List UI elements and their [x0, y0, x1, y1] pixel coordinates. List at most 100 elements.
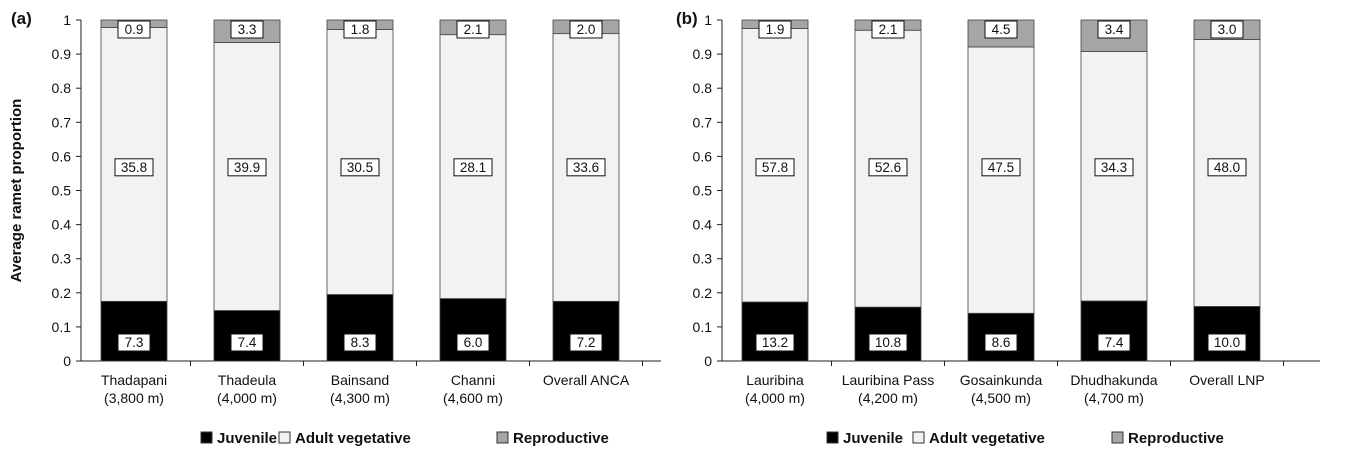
data-label-reproductive: 0.9: [125, 22, 144, 37]
data-label-reproductive: 3.0: [1218, 22, 1237, 37]
x-tick-label: Thadapani: [101, 372, 167, 388]
data-label-box: [566, 158, 606, 177]
data-label-reproductive: 3.3: [238, 22, 257, 37]
bar-segment-juvenile: [1080, 300, 1148, 362]
bar-segment-adult_vegetative: [213, 42, 281, 311]
data-label-adult_vegetative: 34.3: [1101, 160, 1127, 175]
y-tick-label: 0.4: [693, 217, 713, 233]
data-label-reproductive: 3.4: [1105, 22, 1124, 37]
legend-swatch-reproductive: [1111, 431, 1124, 444]
x-tick-label: Overall LNP: [1189, 372, 1264, 388]
x-tick-label: Channi: [451, 372, 495, 388]
y-tick-label: 0.1: [693, 319, 713, 335]
data-label-juvenile: 13.2: [762, 335, 788, 350]
data-label-box: [755, 333, 795, 352]
data-label-juvenile: 10.0: [1214, 335, 1240, 350]
data-label-box: [1097, 20, 1131, 39]
data-label-adult_vegetative: 48.0: [1214, 160, 1240, 175]
data-label-box: [456, 333, 490, 352]
y-tick-label: 0.8: [52, 80, 72, 96]
y-tick-label: 0.5: [693, 183, 713, 199]
y-axis-title: Average ramet proportion: [8, 99, 25, 283]
data-label-box: [984, 333, 1018, 352]
legend-label-reproductive: Reproductive: [1128, 430, 1224, 447]
bar-segment-juvenile: [552, 300, 620, 362]
y-tick-label: 0.7: [693, 114, 713, 130]
data-label-juvenile: 8.3: [351, 335, 370, 350]
data-label-box: [230, 333, 264, 352]
y-tick-label: 0.8: [693, 80, 713, 96]
x-tick-sublabel: (4,300 m): [330, 390, 390, 406]
panel-label: (a): [11, 9, 32, 28]
data-label-box: [1094, 158, 1134, 177]
legend-swatch-juvenile: [200, 431, 213, 444]
y-tick-label: 0.2: [52, 285, 72, 301]
y-tick-label: 0.4: [52, 217, 72, 233]
data-label-box: [227, 158, 267, 177]
data-label-box: [1210, 20, 1244, 39]
legend-label-juvenile: Juvenile: [843, 430, 903, 447]
y-tick-label: 0.3: [693, 251, 713, 267]
x-tick-label: Lauribina: [746, 372, 804, 388]
x-tick-sublabel: (3,800 m): [104, 390, 164, 406]
x-tick-label: Thadeula: [218, 372, 277, 388]
data-label-box: [343, 20, 377, 39]
data-label-box: [340, 158, 380, 177]
y-tick-label: 0.3: [52, 251, 72, 267]
y-tick-label: 0: [704, 353, 712, 369]
y-tick-label: 0.2: [693, 285, 713, 301]
data-label-box: [981, 158, 1021, 177]
data-label-juvenile: 8.6: [992, 335, 1011, 350]
data-label-box: [868, 333, 908, 352]
x-tick-label: Overall ANCA: [543, 372, 630, 388]
data-label-reproductive: 1.9: [766, 22, 785, 37]
data-label-juvenile: 7.3: [125, 335, 144, 350]
data-label-box: [871, 20, 905, 39]
data-label-reproductive: 4.5: [992, 22, 1011, 37]
data-label-juvenile: 7.2: [577, 335, 596, 350]
data-label-reproductive: 2.0: [577, 22, 596, 37]
panel-label: (b): [676, 9, 698, 28]
data-label-adult_vegetative: 35.8: [121, 160, 147, 175]
data-label-box: [456, 20, 490, 39]
x-tick-label: Lauribina Pass: [842, 372, 935, 388]
legend-label-juvenile: Juvenile: [217, 430, 277, 447]
legend-label-reproductive: Reproductive: [513, 430, 609, 447]
data-label-box: [755, 158, 795, 177]
y-tick-label: 0.7: [52, 114, 72, 130]
data-label-box: [984, 20, 1018, 39]
data-label-reproductive: 2.1: [879, 22, 898, 37]
y-tick-label: 1: [63, 12, 71, 28]
data-label-adult_vegetative: 52.6: [875, 160, 901, 175]
x-tick-sublabel: (4,700 m): [1084, 390, 1144, 406]
data-label-box: [230, 20, 264, 39]
bar-segment-adult_vegetative: [967, 46, 1035, 314]
data-label-adult_vegetative: 39.9: [234, 160, 260, 175]
data-label-adult_vegetative: 57.8: [762, 160, 788, 175]
data-label-box: [453, 158, 493, 177]
data-label-adult_vegetative: 47.5: [988, 160, 1014, 175]
x-tick-label: Gosainkunda: [960, 372, 1043, 388]
data-label-box: [117, 333, 151, 352]
x-tick-sublabel: (4,600 m): [443, 390, 503, 406]
y-tick-label: 0.9: [52, 46, 72, 62]
y-tick-label: 0.9: [693, 46, 713, 62]
legend-label-adult_vegetative: Adult vegetative: [929, 430, 1045, 447]
data-label-juvenile: 7.4: [238, 335, 257, 350]
bar-segment-juvenile: [439, 298, 507, 362]
y-tick-label: 1: [704, 12, 712, 28]
legend-label-adult_vegetative: Adult vegetative: [295, 430, 411, 447]
data-label-juvenile: 7.4: [1105, 335, 1124, 350]
bar-segment-juvenile: [741, 301, 809, 362]
data-label-adult_vegetative: 30.5: [347, 160, 373, 175]
data-label-box: [343, 333, 377, 352]
data-label-box: [569, 20, 603, 39]
data-label-box: [117, 20, 151, 39]
y-tick-label: 0.5: [52, 183, 72, 199]
y-tick-label: 0.1: [52, 319, 72, 335]
legend-swatch-reproductive: [496, 431, 509, 444]
data-label-box: [1097, 333, 1131, 352]
data-label-reproductive: 2.1: [464, 22, 483, 37]
x-tick-label: Bainsand: [331, 372, 389, 388]
